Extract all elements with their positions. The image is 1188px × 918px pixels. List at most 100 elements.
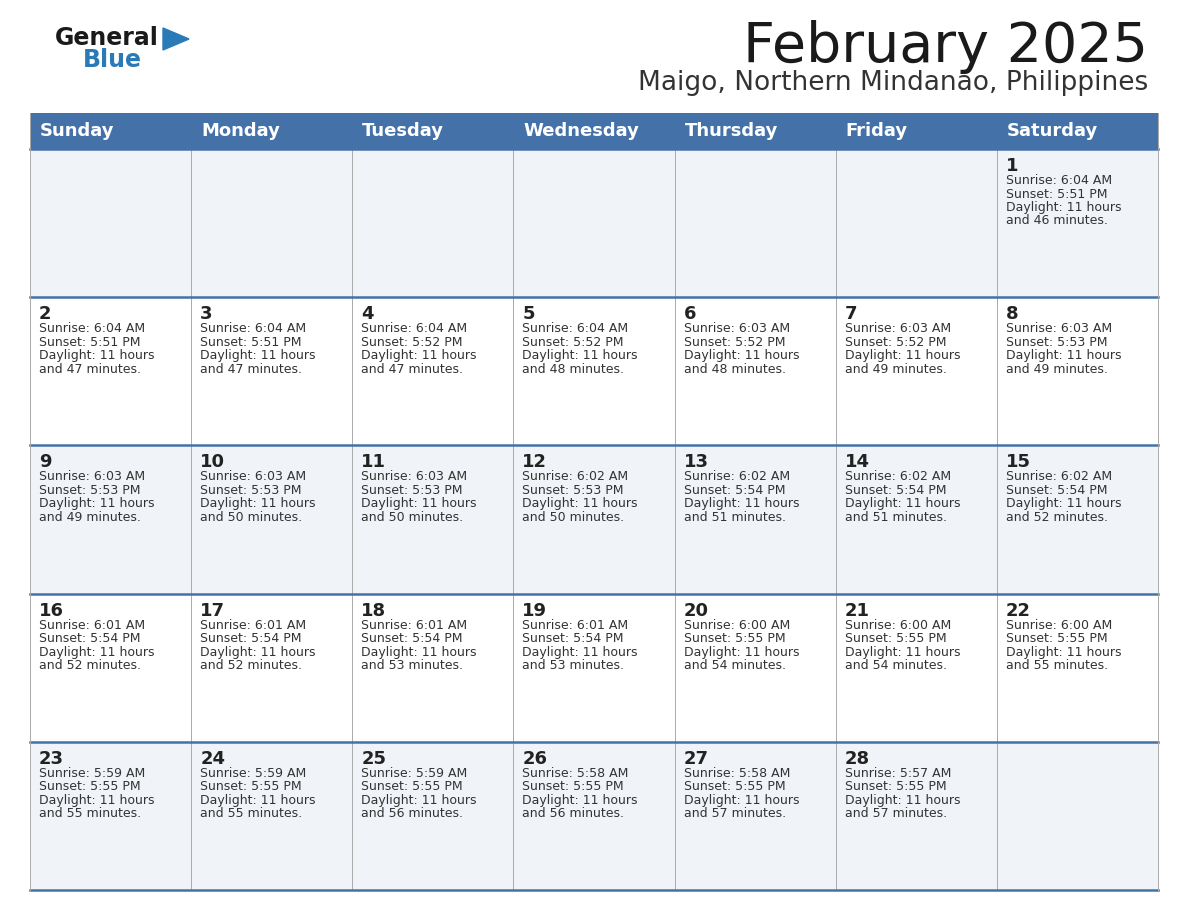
Text: Sunrise: 6:02 AM: Sunrise: 6:02 AM [523,470,628,484]
Text: 19: 19 [523,601,548,620]
Text: Daylight: 11 hours: Daylight: 11 hours [1006,498,1121,510]
Text: General: General [55,26,159,50]
Text: Sunrise: 6:01 AM: Sunrise: 6:01 AM [39,619,145,632]
Text: Sunrise: 5:58 AM: Sunrise: 5:58 AM [523,767,628,779]
Text: Sunrise: 6:01 AM: Sunrise: 6:01 AM [361,619,467,632]
Text: and 48 minutes.: and 48 minutes. [523,363,625,375]
Text: Daylight: 11 hours: Daylight: 11 hours [361,794,476,807]
Bar [353,113,513,149]
Text: 11: 11 [361,453,386,472]
Text: Sunset: 5:53 PM: Sunset: 5:53 PM [361,484,463,497]
Text: Daylight: 11 hours: Daylight: 11 hours [39,349,154,363]
Text: Sunrise: 6:04 AM: Sunrise: 6:04 AM [523,322,628,335]
Text: Daylight: 11 hours: Daylight: 11 hours [845,498,960,510]
Polygon shape [163,28,189,50]
Text: Wednesday: Wednesday [524,122,639,140]
Bar [30,149,1158,297]
Text: 7: 7 [845,305,858,323]
Text: Sunset: 5:54 PM: Sunset: 5:54 PM [683,484,785,497]
Text: February 2025: February 2025 [742,20,1148,74]
Text: Daylight: 11 hours: Daylight: 11 hours [523,794,638,807]
Text: and 55 minutes.: and 55 minutes. [39,807,141,821]
Text: Sunrise: 6:00 AM: Sunrise: 6:00 AM [845,619,950,632]
Text: Daylight: 11 hours: Daylight: 11 hours [39,794,154,807]
Text: Daylight: 11 hours: Daylight: 11 hours [361,349,476,363]
Text: Sunrise: 6:04 AM: Sunrise: 6:04 AM [200,322,307,335]
Text: Sunrise: 6:02 AM: Sunrise: 6:02 AM [845,470,950,484]
Text: Daylight: 11 hours: Daylight: 11 hours [39,498,154,510]
Text: and 48 minutes.: and 48 minutes. [683,363,785,375]
Text: Sunrise: 6:04 AM: Sunrise: 6:04 AM [1006,174,1112,187]
Text: Sunset: 5:54 PM: Sunset: 5:54 PM [845,484,946,497]
Text: Sunrise: 5:59 AM: Sunrise: 5:59 AM [39,767,145,779]
Text: and 54 minutes.: and 54 minutes. [845,659,947,672]
Text: Daylight: 11 hours: Daylight: 11 hours [845,645,960,658]
Text: and 50 minutes.: and 50 minutes. [523,511,625,524]
Text: Sunset: 5:53 PM: Sunset: 5:53 PM [39,484,140,497]
Text: Sunrise: 6:03 AM: Sunrise: 6:03 AM [39,470,145,484]
Text: and 56 minutes.: and 56 minutes. [523,807,625,821]
Text: Sunrise: 6:00 AM: Sunrise: 6:00 AM [1006,619,1112,632]
Text: 6: 6 [683,305,696,323]
Text: 4: 4 [361,305,374,323]
Text: Sunset: 5:55 PM: Sunset: 5:55 PM [200,780,302,793]
Text: and 46 minutes.: and 46 minutes. [1006,215,1107,228]
Text: Daylight: 11 hours: Daylight: 11 hours [683,794,800,807]
Text: Daylight: 11 hours: Daylight: 11 hours [200,498,316,510]
Text: and 52 minutes.: and 52 minutes. [200,659,302,672]
Text: Sunset: 5:55 PM: Sunset: 5:55 PM [523,780,624,793]
Text: Sunset: 5:54 PM: Sunset: 5:54 PM [1006,484,1107,497]
Text: Daylight: 11 hours: Daylight: 11 hours [200,794,316,807]
Text: Saturday: Saturday [1007,122,1098,140]
Text: Daylight: 11 hours: Daylight: 11 hours [39,645,154,658]
Text: Sunset: 5:54 PM: Sunset: 5:54 PM [200,633,302,645]
Text: Blue: Blue [83,48,143,72]
Bar [835,113,997,149]
Text: Sunset: 5:53 PM: Sunset: 5:53 PM [523,484,624,497]
Text: Daylight: 11 hours: Daylight: 11 hours [683,498,800,510]
Text: and 50 minutes.: and 50 minutes. [200,511,302,524]
Text: Sunset: 5:55 PM: Sunset: 5:55 PM [39,780,140,793]
Text: and 53 minutes.: and 53 minutes. [361,659,463,672]
Text: Tuesday: Tuesday [362,122,444,140]
Text: Thursday: Thursday [684,122,778,140]
Text: Sunday: Sunday [40,122,114,140]
Text: 21: 21 [845,601,870,620]
Text: 13: 13 [683,453,708,472]
Text: and 47 minutes.: and 47 minutes. [200,363,302,375]
Text: Daylight: 11 hours: Daylight: 11 hours [683,645,800,658]
Text: Sunrise: 6:03 AM: Sunrise: 6:03 AM [1006,322,1112,335]
Text: Daylight: 11 hours: Daylight: 11 hours [200,349,316,363]
Text: 18: 18 [361,601,386,620]
Text: 16: 16 [39,601,64,620]
Text: and 49 minutes.: and 49 minutes. [845,363,947,375]
Text: Daylight: 11 hours: Daylight: 11 hours [200,645,316,658]
Text: Sunset: 5:52 PM: Sunset: 5:52 PM [523,336,624,349]
Bar [513,113,675,149]
Text: and 56 minutes.: and 56 minutes. [361,807,463,821]
Text: Sunrise: 6:04 AM: Sunrise: 6:04 AM [39,322,145,335]
Text: Sunset: 5:51 PM: Sunset: 5:51 PM [1006,187,1107,200]
Text: and 49 minutes.: and 49 minutes. [1006,363,1107,375]
Text: and 53 minutes.: and 53 minutes. [523,659,625,672]
Text: 2: 2 [39,305,51,323]
Text: Monday: Monday [201,122,280,140]
Text: Daylight: 11 hours: Daylight: 11 hours [523,498,638,510]
Text: and 54 minutes.: and 54 minutes. [683,659,785,672]
Text: Sunset: 5:55 PM: Sunset: 5:55 PM [1006,633,1107,645]
Text: Sunset: 5:53 PM: Sunset: 5:53 PM [1006,336,1107,349]
Text: Sunrise: 6:03 AM: Sunrise: 6:03 AM [683,322,790,335]
Text: Sunset: 5:55 PM: Sunset: 5:55 PM [683,633,785,645]
Text: and 51 minutes.: and 51 minutes. [683,511,785,524]
Text: and 49 minutes.: and 49 minutes. [39,511,141,524]
Text: Sunrise: 6:03 AM: Sunrise: 6:03 AM [200,470,307,484]
Text: and 47 minutes.: and 47 minutes. [39,363,141,375]
Text: and 50 minutes.: and 50 minutes. [361,511,463,524]
Text: Sunset: 5:51 PM: Sunset: 5:51 PM [39,336,140,349]
Text: Daylight: 11 hours: Daylight: 11 hours [683,349,800,363]
Text: Sunset: 5:52 PM: Sunset: 5:52 PM [683,336,785,349]
Text: Sunset: 5:55 PM: Sunset: 5:55 PM [845,633,947,645]
Bar [997,113,1158,149]
Text: and 57 minutes.: and 57 minutes. [845,807,947,821]
Text: 23: 23 [39,750,64,767]
